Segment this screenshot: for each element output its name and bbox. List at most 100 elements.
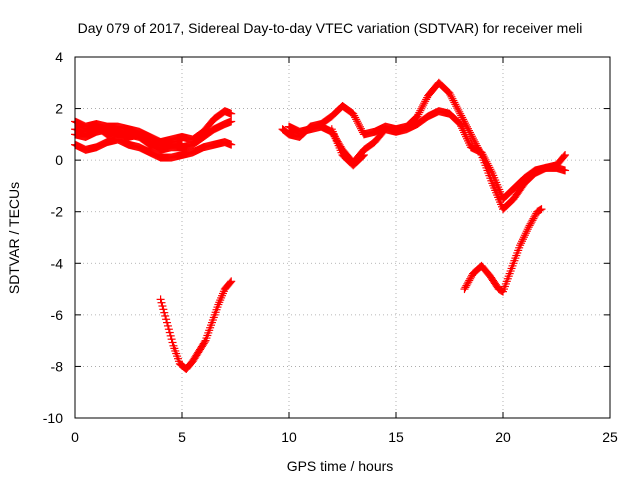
data-point [159, 305, 168, 314]
data-point [157, 298, 166, 307]
y-tick-label: 4 [55, 49, 63, 65]
data-point [529, 214, 538, 223]
data-point [530, 212, 539, 221]
data-point [414, 110, 423, 119]
chart-title: Day 079 of 2017, Sidereal Day-to-day VTE… [78, 20, 583, 36]
data-point [416, 106, 425, 115]
data-point [355, 120, 364, 129]
x-tick-label: 10 [281, 429, 297, 445]
data-point [227, 277, 236, 286]
data-point [420, 99, 429, 108]
series-track-d [71, 122, 186, 149]
data-point [162, 315, 171, 324]
data-point [467, 273, 476, 282]
y-tick-label: -6 [51, 307, 64, 323]
data-point [166, 331, 175, 340]
y-tick-label: 2 [55, 101, 63, 117]
data-point [446, 90, 455, 99]
x-tick-label: 5 [178, 429, 186, 445]
data-point [445, 89, 454, 98]
data-point [449, 96, 458, 105]
data-point [465, 276, 474, 285]
data-point [168, 338, 177, 347]
series-track-c [71, 135, 236, 162]
data-point [479, 152, 488, 161]
data-point [455, 107, 464, 116]
data-point [560, 152, 569, 161]
data-point [200, 338, 209, 347]
data-point [518, 235, 527, 244]
data-point [226, 278, 235, 287]
data-point [519, 233, 528, 242]
data-point [349, 109, 358, 118]
data-point [448, 94, 457, 103]
data-point [518, 237, 527, 246]
data-point [158, 302, 167, 311]
data-point [227, 140, 236, 149]
data-point [422, 95, 431, 104]
grid-lines [75, 57, 610, 418]
data-point [163, 321, 172, 330]
data-point [481, 155, 490, 164]
data-point [526, 219, 535, 228]
data-point [466, 274, 475, 283]
data-point [164, 325, 173, 334]
data-point [454, 105, 463, 114]
data-point [477, 148, 486, 157]
data-point [484, 161, 493, 170]
data-point [461, 283, 470, 292]
data-point [452, 102, 461, 111]
x-axis-label: GPS time / hours [287, 458, 394, 474]
data-point [485, 163, 494, 172]
y-tick-label: -2 [51, 204, 64, 220]
data-point [156, 295, 165, 304]
data-point [520, 231, 529, 240]
data-point [487, 167, 496, 176]
data-point [450, 98, 459, 107]
series-track-f [278, 78, 570, 214]
data-point [517, 239, 526, 248]
data-point [350, 111, 359, 120]
series-track-i [460, 205, 546, 296]
data-point [469, 135, 478, 144]
data-point [470, 137, 479, 146]
data-point [523, 225, 532, 234]
data-point [352, 115, 361, 124]
data-point [457, 111, 466, 120]
data-point [415, 108, 424, 117]
data-point [464, 278, 473, 287]
data-point [516, 241, 525, 250]
data-point [497, 287, 506, 296]
data-point [167, 335, 176, 344]
data-point [486, 165, 495, 174]
x-tick-label: 0 [71, 429, 79, 445]
data-point [463, 122, 472, 131]
data-point [525, 221, 534, 230]
data-point [482, 157, 491, 166]
data-point [453, 104, 462, 113]
data-point [356, 124, 365, 133]
y-axis-label: SDTVAR / TECUs [6, 182, 22, 294]
x-tick-label: 25 [602, 429, 618, 445]
data-point [351, 113, 360, 122]
data-point [527, 218, 536, 227]
data-point [353, 117, 362, 126]
data-point [227, 117, 236, 126]
x-tick-label: 15 [388, 429, 404, 445]
data-points [71, 78, 570, 374]
data-point [462, 281, 471, 290]
data-point [356, 122, 365, 131]
data-point [421, 97, 430, 106]
data-point [524, 223, 533, 232]
data-point [160, 308, 169, 317]
data-point [413, 112, 422, 121]
y-tick-label: -8 [51, 358, 64, 374]
data-point [359, 150, 368, 159]
series-track-h [327, 125, 368, 170]
y-tick-label: -10 [43, 410, 63, 426]
x-tick-label: 20 [495, 429, 511, 445]
data-point [357, 152, 366, 161]
data-point [480, 154, 489, 163]
data-point [536, 205, 545, 214]
